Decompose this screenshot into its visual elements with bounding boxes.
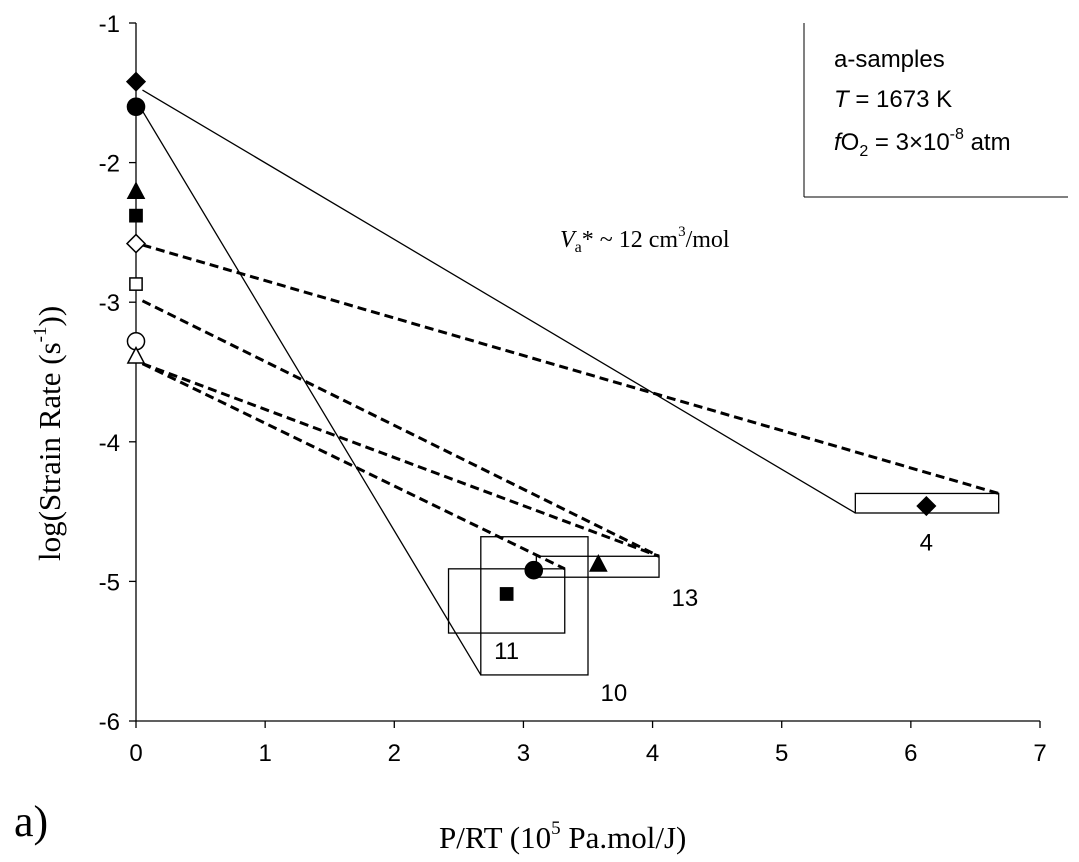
y-tick-label: -3 bbox=[99, 290, 120, 317]
box-label: 4 bbox=[920, 529, 933, 556]
data-point-square bbox=[499, 587, 514, 601]
data-point-diamond bbox=[916, 495, 937, 517]
panel-label: a) bbox=[14, 797, 48, 846]
dashed-fit-line bbox=[141, 299, 660, 558]
data-markers bbox=[125, 71, 937, 601]
solid-fit-line bbox=[142, 89, 856, 514]
box-label: 13 bbox=[672, 585, 699, 612]
legend-line-1: a-samples bbox=[834, 46, 945, 73]
legend-line-3: fO2 = 3×10-8 atm bbox=[834, 126, 1011, 160]
data-point-diamond bbox=[125, 71, 147, 92]
box-label: 11 bbox=[494, 638, 519, 665]
axis-ticks: 0 1 2 3 4 5 6 7 -1 -2 -3 -4 -5 -6 bbox=[99, 11, 1047, 767]
y-tick-label: -4 bbox=[99, 430, 120, 457]
activation-volume-annotation: Va* ~ 12 cm3/mol bbox=[560, 224, 730, 256]
x-tick-label: 0 bbox=[129, 740, 142, 767]
legend-box: a-samples T = 1673 K fO2 = 3×10-8 atm bbox=[803, 23, 1068, 198]
data-point-circle bbox=[126, 97, 146, 117]
x-tick-label: 1 bbox=[258, 740, 271, 767]
data-point-square bbox=[129, 208, 143, 223]
data-point-triangle bbox=[126, 181, 146, 199]
x-axis-label: P/RT (105 Pa.mol/J) bbox=[439, 818, 686, 855]
x-tick-label: 5 bbox=[775, 740, 788, 767]
box-label: 10 bbox=[600, 680, 627, 707]
y-tick-label: -1 bbox=[99, 11, 120, 38]
y-axis-label: log(Strain Rate (s-1)) bbox=[30, 306, 67, 561]
data-point-circle bbox=[524, 560, 544, 580]
x-tick-label: 4 bbox=[646, 740, 659, 767]
x-tick-label: 2 bbox=[388, 740, 401, 767]
uncertainty-box bbox=[480, 536, 589, 676]
dashed-fit-line bbox=[141, 362, 660, 558]
data-point-triangle bbox=[126, 346, 146, 364]
x-tick-label: 3 bbox=[517, 740, 530, 767]
dashed-fit-line bbox=[141, 362, 566, 571]
y-tick-label: -6 bbox=[99, 709, 120, 736]
x-tick-label: 6 bbox=[904, 740, 917, 767]
x-tick-label: 7 bbox=[1033, 740, 1046, 767]
y-tick-label: -2 bbox=[99, 151, 120, 178]
dashed-fit-line bbox=[142, 243, 1000, 495]
uncertainty-box bbox=[447, 568, 566, 634]
solid-fit-line bbox=[141, 110, 482, 676]
data-point-triangle bbox=[588, 554, 608, 572]
uncertainty-boxes bbox=[447, 492, 1000, 676]
data-point-square bbox=[129, 277, 143, 291]
data-point-diamond bbox=[125, 233, 147, 254]
y-tick-label: -5 bbox=[99, 569, 120, 596]
fit-lines bbox=[141, 89, 1000, 676]
box-labels: 4 13 11 10 bbox=[494, 529, 933, 707]
legend-line-2: T = 1673 K bbox=[834, 86, 952, 113]
